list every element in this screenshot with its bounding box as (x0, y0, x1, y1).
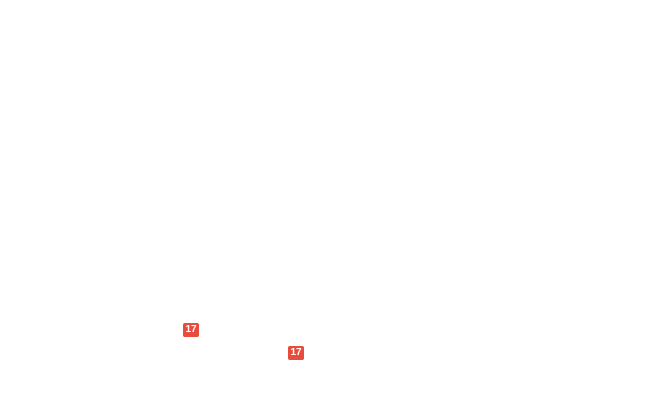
part-callout-badge[interactable]: 17 (288, 346, 304, 360)
part-callout-badge[interactable]: 17 (183, 323, 199, 337)
